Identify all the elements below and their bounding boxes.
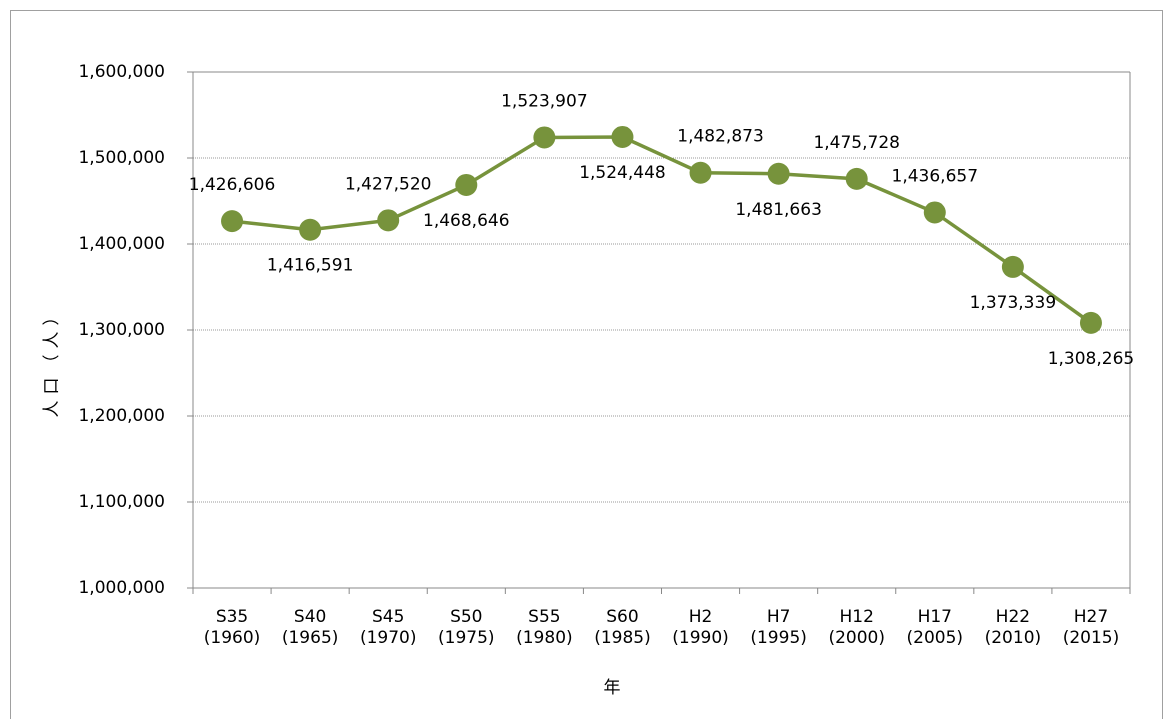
y-tick-label: 1,200,000 xyxy=(78,406,165,426)
marker xyxy=(923,201,946,224)
chart-border xyxy=(10,10,1163,719)
x-tick-label: S50 xyxy=(450,607,482,627)
x-tick-label: (2015) xyxy=(1063,628,1120,648)
x-tick-label: H2 xyxy=(689,607,713,627)
data-label: 1,468,646 xyxy=(423,211,510,231)
y-tick-label: 1,100,000 xyxy=(78,492,165,512)
data-label: 1,373,339 xyxy=(970,293,1057,313)
x-tick-label: (1965) xyxy=(282,628,339,648)
marker xyxy=(377,209,400,232)
x-tick-label: S35 xyxy=(216,607,248,627)
marker xyxy=(767,162,790,185)
marker xyxy=(455,173,478,196)
marker xyxy=(845,167,868,190)
x-tick-label: (1960) xyxy=(204,628,261,648)
data-label: 1,524,448 xyxy=(579,163,666,183)
marker xyxy=(221,210,244,233)
marker xyxy=(299,218,322,241)
data-label: 1,426,606 xyxy=(189,175,276,195)
x-tick-label: (1975) xyxy=(438,628,495,648)
y-tick-label: 1,000,000 xyxy=(78,578,165,598)
x-tick-label: (1990) xyxy=(672,628,729,648)
data-label: 1,523,907 xyxy=(501,91,588,111)
x-tick-label: (2005) xyxy=(907,628,964,648)
x-tick-label: (1970) xyxy=(360,628,417,648)
x-tick-label: S55 xyxy=(528,607,560,627)
marker xyxy=(533,126,556,149)
data-label: 1,475,728 xyxy=(813,133,900,153)
marker xyxy=(1001,255,1024,278)
x-tick-label: (1980) xyxy=(516,628,573,648)
y-axis-label: 人口（人） xyxy=(42,303,62,418)
x-tick-label: (2000) xyxy=(828,628,885,648)
line xyxy=(231,135,1092,325)
x-tick-label: (1995) xyxy=(750,628,807,648)
y-tick-label: 1,600,000 xyxy=(78,62,165,82)
y-tick-label: 1,400,000 xyxy=(78,234,165,254)
data-label: 1,482,873 xyxy=(677,127,764,147)
data-label: 1,427,520 xyxy=(345,174,432,194)
x-tick-label: H12 xyxy=(839,607,873,627)
x-tick-label: H22 xyxy=(996,607,1030,627)
data-label: 1,308,265 xyxy=(1048,349,1135,369)
x-tick-label: S40 xyxy=(294,607,326,627)
x-tick-label: H27 xyxy=(1074,607,1108,627)
marker xyxy=(1079,311,1102,334)
y-tick-label: 1,500,000 xyxy=(78,148,165,168)
x-tick-label: (1985) xyxy=(594,628,651,648)
x-tick-label: S45 xyxy=(372,607,404,627)
x-tick-label: (2010) xyxy=(985,628,1042,648)
x-tick-label: H7 xyxy=(767,607,791,627)
x-axis-label: 年 xyxy=(604,678,621,698)
marker xyxy=(689,161,712,184)
data-label: 1,481,663 xyxy=(735,200,822,220)
x-tick-label: H17 xyxy=(918,607,952,627)
marker xyxy=(611,125,634,148)
x-tick-label: S60 xyxy=(606,607,638,627)
data-label: 1,416,591 xyxy=(267,256,354,276)
data-label: 1,436,657 xyxy=(892,166,979,186)
y-tick-label: 1,300,000 xyxy=(78,320,165,340)
